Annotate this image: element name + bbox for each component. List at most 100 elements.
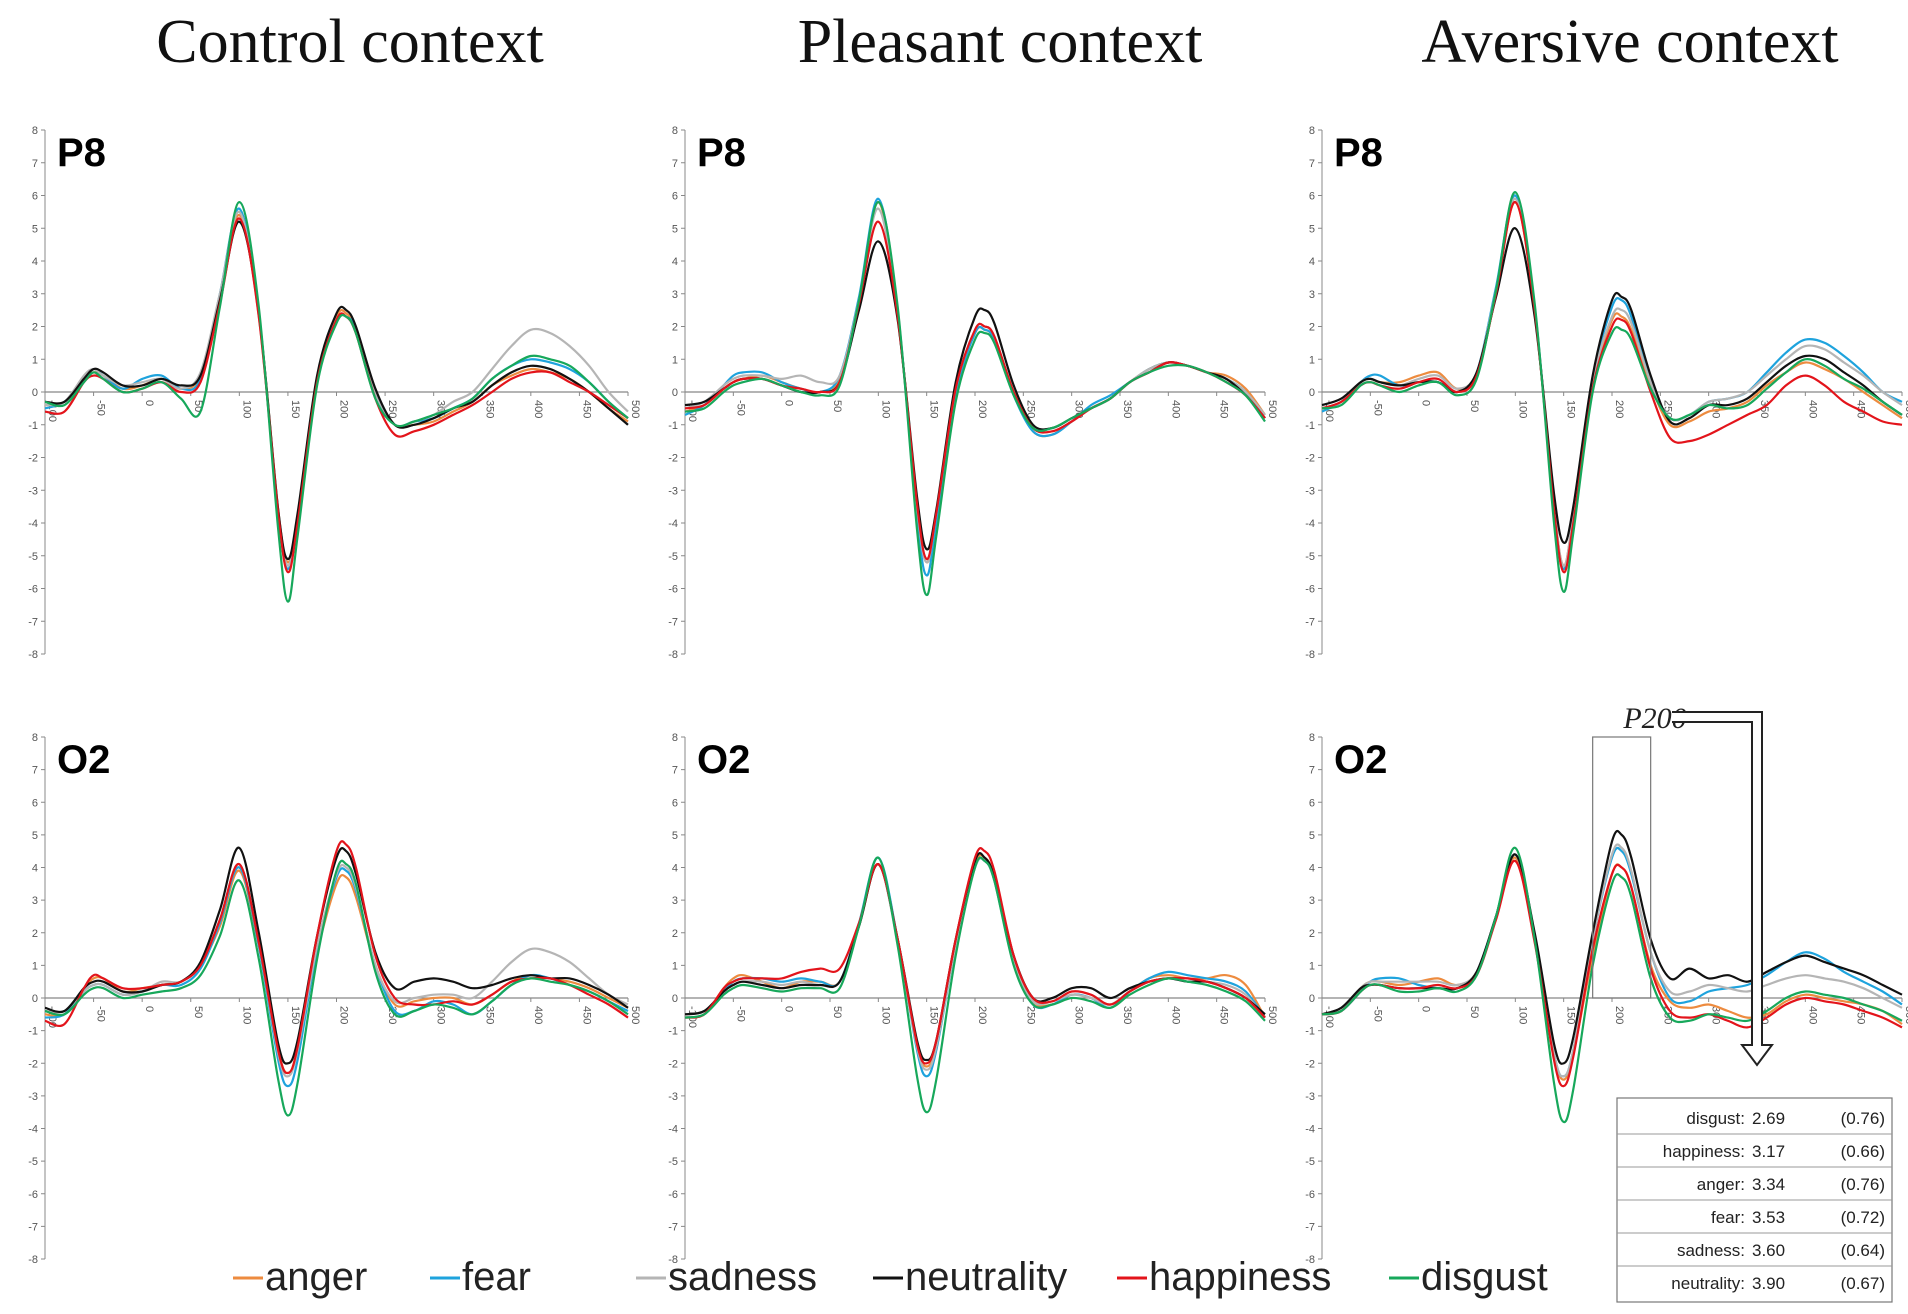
y-tick-label: -6 (668, 584, 678, 596)
x-tick-label: -50 (95, 400, 107, 416)
y-tick-label: -7 (668, 1221, 678, 1233)
table-row-sd: (0.66) (1841, 1142, 1885, 1161)
x-tick-label: 150 (928, 1006, 940, 1024)
table-row-sd: (0.64) (1841, 1241, 1885, 1260)
series-line-neutrality (1321, 829, 1903, 1065)
y-tick-label: 0 (32, 993, 38, 1005)
x-tick-label: 250 (386, 400, 398, 418)
x-tick-label: 300 (435, 1006, 447, 1024)
electrode-label: P8 (697, 131, 746, 175)
x-tick-label: 100 (240, 1006, 252, 1024)
title-control-context: Control context (156, 8, 543, 76)
series-line-anger (1321, 856, 1903, 1081)
y-tick-label: 2 (32, 928, 38, 940)
series-line-sadness (684, 857, 1266, 1071)
y-tick-label: -7 (668, 616, 678, 628)
y-tick-label: -5 (1305, 1156, 1315, 1168)
y-tick-label: -4 (28, 1124, 38, 1136)
y-tick-label: 8 (672, 125, 678, 137)
y-tick-label: 7 (32, 765, 38, 777)
x-tick-label: 450 (580, 1006, 592, 1024)
y-tick-label: -1 (28, 420, 38, 432)
y-tick-label: 6 (32, 797, 38, 809)
y-tick-label: 1 (1309, 960, 1315, 972)
series-line-happiness (1321, 859, 1903, 1088)
y-tick-label: -1 (28, 1026, 38, 1038)
y-tick-label: 5 (32, 830, 38, 842)
x-tick-label: 200 (1613, 400, 1625, 418)
series-line-happiness (684, 847, 1266, 1065)
x-tick-label: 400 (1169, 400, 1181, 418)
table-row-label: happiness: (1663, 1142, 1745, 1161)
electrode-label: P8 (1334, 131, 1383, 175)
y-tick-label: 4 (1309, 256, 1315, 268)
table-row-label: disgust: (1686, 1109, 1745, 1128)
legend-label-happiness: happiness (1149, 1255, 1331, 1299)
x-tick-label: 450 (1218, 1006, 1230, 1024)
y-tick-label: -2 (1305, 453, 1315, 465)
x-tick-label: 450 (1218, 400, 1230, 418)
y-tick-label: -7 (1305, 1221, 1315, 1233)
x-tick-label: 500 (629, 400, 641, 418)
series-line-sadness (684, 207, 1266, 564)
y-tick-label: -4 (1305, 518, 1315, 530)
y-tick-label: 3 (1309, 289, 1315, 301)
table-row-sd: (0.76) (1841, 1175, 1885, 1194)
y-tick-label: 2 (672, 322, 678, 334)
y-tick-label: 1 (32, 960, 38, 972)
y-tick-label: -1 (1305, 1026, 1315, 1038)
y-tick-label: 1 (672, 354, 678, 366)
y-tick-label: 1 (32, 354, 38, 366)
x-tick-label: 0 (783, 400, 795, 406)
y-tick-label: 0 (672, 387, 678, 399)
y-tick-label: -8 (28, 649, 38, 661)
y-tick-label: 3 (672, 895, 678, 907)
series-line-disgust (684, 856, 1266, 1114)
x-tick-label: -50 (1371, 1006, 1383, 1022)
y-tick-label: -7 (28, 1221, 38, 1233)
x-tick-label: 400 (1169, 1006, 1181, 1024)
y-tick-label: 5 (672, 223, 678, 235)
x-tick-label: 250 (1024, 400, 1036, 418)
x-tick-label: 100 (879, 1006, 891, 1024)
table-row-label: sadness: (1677, 1241, 1745, 1260)
x-tick-label: 500 (1266, 1006, 1278, 1024)
legend: anger fear sadness neutrality happiness disgu… (233, 1255, 1548, 1299)
table-row-sd: (0.67) (1841, 1274, 1885, 1293)
y-tick-label: -3 (1305, 485, 1315, 497)
series-line-neutrality (44, 220, 629, 561)
x-tick-label: 100 (240, 400, 252, 418)
x-tick-label: 100 (1516, 1006, 1528, 1024)
table-row-sd: (0.76) (1841, 1109, 1885, 1128)
y-tick-label: -5 (668, 551, 678, 563)
y-tick-label: -5 (28, 1156, 38, 1168)
y-tick-label: 7 (32, 158, 38, 170)
x-tick-label: 150 (1565, 1006, 1577, 1024)
y-tick-label: -8 (1305, 1254, 1315, 1266)
y-tick-label: 0 (32, 387, 38, 399)
x-tick-label: 100 (1516, 400, 1528, 418)
y-tick-label: 6 (32, 191, 38, 203)
y-tick-label: -4 (28, 518, 38, 530)
y-tick-label: -5 (1305, 551, 1315, 563)
y-tick-label: 3 (32, 289, 38, 301)
x-tick-label: 300 (1073, 1006, 1085, 1024)
y-tick-label: 8 (1309, 125, 1315, 137)
y-tick-label: -5 (668, 1156, 678, 1168)
x-tick-label: 50 (192, 1006, 204, 1018)
y-tick-label: -6 (1305, 584, 1315, 596)
x-tick-label: -100 (1323, 1006, 1335, 1028)
p200-table: disgust: 2.69 (0.76) happiness: 3.17 (0.66) an… (1616, 1097, 1893, 1303)
x-tick-label: 150 (1565, 400, 1577, 418)
series-line-anger (44, 869, 629, 1075)
x-tick-label: 200 (976, 400, 988, 418)
y-tick-label: 2 (1309, 322, 1315, 334)
y-tick-label: -6 (668, 1189, 678, 1201)
x-tick-label: 200 (1613, 1006, 1625, 1024)
table-row-mean: 3.90 (1752, 1274, 1785, 1293)
series-line-anger (684, 853, 1266, 1068)
y-tick-label: 6 (1309, 191, 1315, 203)
